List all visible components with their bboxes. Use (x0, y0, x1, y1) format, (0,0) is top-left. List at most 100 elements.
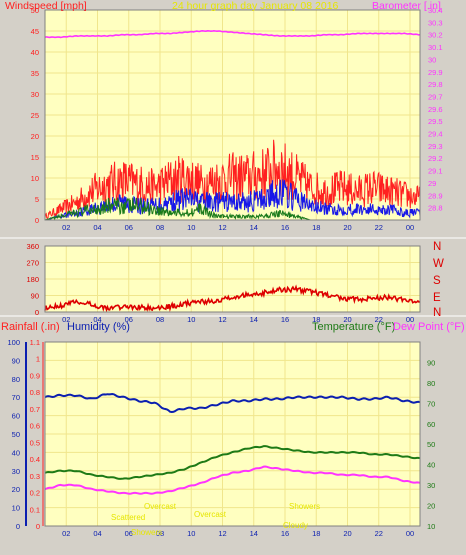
x-tick-label: 02 (62, 223, 70, 232)
x-tick-label: 18 (312, 223, 320, 232)
windspeed-tick-label: 35 (31, 69, 39, 78)
humidity-tick-label: 100 (7, 338, 20, 347)
annotation-showers-1: Showers (131, 528, 162, 537)
rainfall-axis-label: Rainfall (.in) (1, 321, 60, 333)
barometer-tick-label: 30 (428, 55, 436, 64)
barometer-tick-label: 29.6 (428, 105, 443, 114)
rainfall-tick-label: 0.2 (30, 489, 40, 498)
annotation-overcast-2: Overcast (194, 510, 227, 519)
temperature-tick-label: 10 (427, 522, 435, 531)
rainfall-tick-label: 1 (36, 355, 40, 364)
temperature-tick-label: 30 (427, 481, 435, 490)
barometer-tick-label: 29.1 (428, 167, 443, 176)
x-tick-label: 04 (93, 529, 101, 538)
windspeed-tick-label: 40 (31, 48, 39, 57)
barometer-tick-label: 30.2 (428, 31, 443, 40)
graph-title: 24 hour graph day January 08 2016 (172, 0, 339, 12)
windspeed-tick-label: 5 (35, 195, 39, 204)
x-tick-label: 00 (406, 223, 414, 232)
x-tick-label: 12 (218, 315, 226, 324)
temperature-tick-label: 60 (427, 420, 435, 429)
x-tick-label: 16 (281, 315, 289, 324)
x-tick-label: 20 (343, 315, 351, 324)
direction-label-s: S (433, 275, 441, 287)
humidity-tick-label: 10 (12, 504, 20, 513)
humidity-tick-label: 0 (16, 522, 20, 531)
x-tick-label: 16 (281, 223, 289, 232)
x-tick-label: 14 (250, 223, 258, 232)
wind-direction-line (44, 284, 421, 313)
annotation-showers-2: Showers (289, 502, 320, 511)
barometer-tick-label: 29.9 (428, 68, 443, 77)
temperature-tick-label: 90 (427, 358, 435, 367)
direction-tick-label: 180 (26, 275, 39, 284)
temperature-tick-label: 50 (427, 440, 435, 449)
rainfall-tick-label: 1.1 (30, 338, 40, 347)
barometer-tick-label: 30.4 (428, 6, 443, 15)
direction-label-n-bottom: N (433, 307, 441, 319)
humidity-tick-label: 30 (12, 467, 20, 476)
rainfall-tick-label: 0.9 (30, 371, 40, 380)
direction-label-n-top: N (433, 241, 441, 253)
temperature-tick-label: 70 (427, 399, 435, 408)
direction-tick-label: 0 (35, 308, 39, 317)
temperature-tick-label: 40 (427, 461, 435, 470)
x-tick-label: 22 (375, 529, 383, 538)
x-tick-label: 20 (343, 223, 351, 232)
barometer-tick-label: 30.1 (428, 43, 443, 52)
x-tick-label: 14 (250, 529, 258, 538)
wind-barometer-ticks: 0 5 10 15 20 25 30 35 40 45 50 28.8 28.9 29 29.1 29.2 29… (31, 6, 443, 232)
rainfall-tick-label: 0.6 (30, 422, 40, 431)
x-tick-label: 08 (156, 529, 164, 538)
rainfall-tick-label: 0.8 (30, 388, 40, 397)
x-tick-label: 22 (375, 223, 383, 232)
dew-point-axis-label: Dew Point (°F) (393, 321, 465, 333)
humidity-tick-label: 20 (12, 485, 20, 494)
barometer-tick-label: 28.9 (428, 191, 443, 200)
x-tick-label: 12 (218, 223, 226, 232)
windspeed-tick-label: 20 (31, 132, 39, 141)
x-tick-label: 18 (312, 315, 320, 324)
windspeed-tick-label: 25 (31, 111, 39, 120)
temperature-axis-label: Temperature (°F) (312, 321, 395, 333)
temperature-tick-label: 80 (427, 379, 435, 388)
x-tick-label: 08 (156, 315, 164, 324)
humidity-tick-label: 80 (12, 375, 20, 384)
barometer-tick-label: 29.5 (428, 117, 443, 126)
barometer-tick-label: 29.2 (428, 154, 443, 163)
windspeed-tick-label: 10 (31, 174, 39, 183)
wind-barometer-series (44, 29, 421, 221)
windspeed-tick-label: 30 (31, 90, 39, 99)
humidity-line (44, 392, 421, 414)
barometer-tick-label: 29.7 (428, 92, 443, 101)
windspeed-tick-label: 50 (31, 6, 39, 15)
x-tick-label: 06 (125, 223, 133, 232)
x-tick-label: 14 (250, 315, 258, 324)
x-tick-label: 10 (187, 223, 195, 232)
rainfall-tick-label: 0.3 (30, 472, 40, 481)
wind-gust-series (44, 139, 421, 219)
humidity-tick-label: 40 (12, 448, 20, 457)
windspeed-tick-label: 15 (31, 153, 39, 162)
rainfall-tick-label: 0.4 (30, 455, 40, 464)
x-tick-label: 18 (312, 529, 320, 538)
annotation-scattered: Scattered (111, 513, 145, 522)
windspeed-tick-label: 45 (31, 27, 39, 36)
direction-tick-label: 360 (26, 242, 39, 251)
humidity-temperature-plot-border (44, 341, 421, 527)
barometer-line (44, 29, 420, 39)
humidity-axis-label: Humidity (%) (67, 321, 130, 333)
x-tick-label: 02 (62, 315, 70, 324)
x-tick-label: 22 (375, 315, 383, 324)
temperature-line (44, 445, 421, 480)
x-tick-label: 02 (62, 529, 70, 538)
x-tick-label: 10 (187, 529, 195, 538)
wind-direction-series (44, 284, 421, 313)
annotation-overcast-1: Overcast (144, 502, 177, 511)
barometer-tick-label: 29.8 (428, 80, 443, 89)
humidity-temperature-ticks: 010203040506070809010000.10.20.30.40.50.… (7, 338, 435, 538)
direction-label-w: W (433, 258, 444, 270)
barometer-tick-label: 30.3 (428, 18, 443, 27)
x-tick-label: 00 (406, 315, 414, 324)
